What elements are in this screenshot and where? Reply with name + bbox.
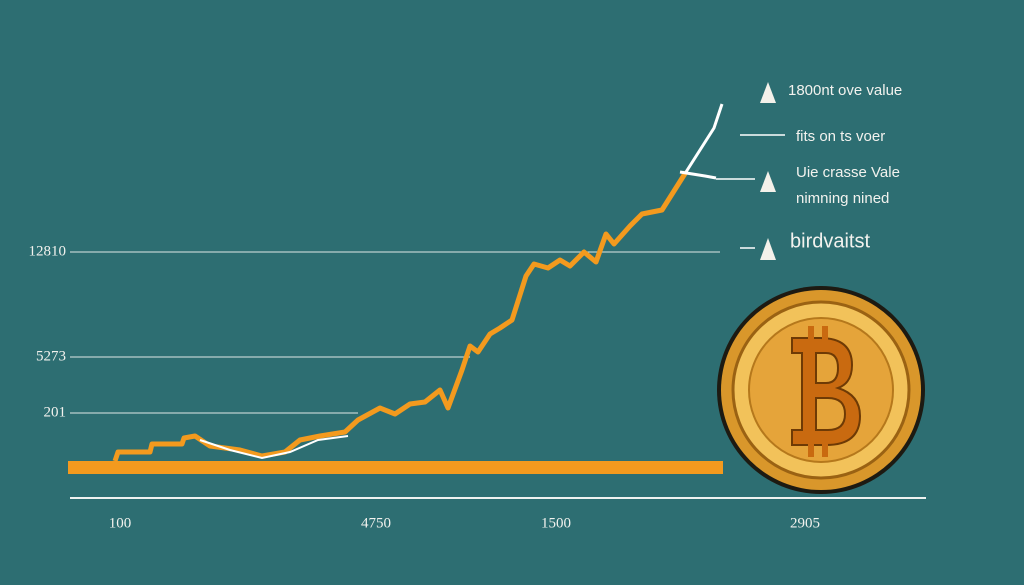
y-tick-label: 12810 bbox=[29, 243, 67, 259]
annotation: 1800nt ove value bbox=[788, 82, 902, 99]
coin bbox=[717, 286, 925, 494]
annotation: Uie crasse Vale bbox=[796, 164, 900, 181]
x-tick-label: 100 bbox=[109, 515, 132, 531]
x-tick-label: 1500 bbox=[541, 515, 571, 531]
x-tick-label: 2905 bbox=[790, 515, 820, 531]
orange-bar bbox=[68, 461, 723, 474]
annotation: nimning nined bbox=[796, 190, 889, 207]
y-tick-label: 5273 bbox=[36, 348, 66, 364]
marker bbox=[760, 238, 776, 260]
annotation: birdvaitst bbox=[790, 230, 870, 252]
marker bbox=[760, 82, 776, 103]
annotation: fits on ts voer bbox=[796, 128, 885, 145]
y-tick-label: 201 bbox=[44, 404, 67, 420]
marker bbox=[760, 171, 776, 192]
price-line-highlight bbox=[199, 435, 349, 460]
price-line-tip bbox=[679, 103, 724, 180]
x-tick-label: 4750 bbox=[361, 515, 391, 531]
